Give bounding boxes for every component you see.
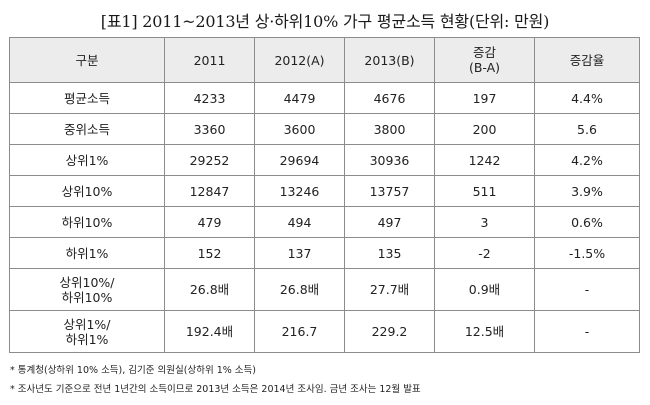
table-title: [표1] 2011~2013년 상·하위10% 가구 평균소득 현황(단위: 만… [100, 12, 550, 31]
table-cell: 479 [164, 206, 255, 238]
table-cell: 1242 [434, 144, 535, 176]
table-cell: 12.5배 [434, 310, 535, 353]
table-cell: 497 [344, 206, 435, 238]
table-cell: 511 [434, 175, 535, 207]
table-row: 중위소득 3360 3600 3800 200 5.6 [9, 113, 640, 145]
row-label: 상위1% [9, 144, 165, 176]
table-cell: -1.5% [534, 237, 640, 269]
table-cell: 5.6 [534, 113, 640, 145]
table-cell: 12847 [164, 175, 255, 207]
table-cell: 3800 [344, 113, 435, 145]
table-cell: 0.9배 [434, 268, 535, 311]
header-cell: 2011 [164, 37, 255, 83]
table-cell: -2 [434, 237, 535, 269]
table-row: 상위10% 12847 13246 13757 511 3.9% [9, 175, 640, 207]
header-cell: 2012(A) [254, 37, 345, 83]
table-row: 하위1% 152 137 135 -2 -1.5% [9, 237, 640, 269]
table-cell: 29252 [164, 144, 255, 176]
income-table: 구분 2011 2012(A) 2013(B) 증감 (B-A) 증감율 평균소… [9, 37, 640, 353]
row-label: 상위10% [9, 175, 165, 207]
table-row: 상위1%/ 하위1% 192.4배 216.7 229.2 12.5배 - [9, 310, 640, 353]
table-header-row: 구분 2011 2012(A) 2013(B) 증감 (B-A) 증감율 [9, 37, 640, 83]
table-cell: 3360 [164, 113, 255, 145]
table-row: 상위1% 29252 29694 30936 1242 4.2% [9, 144, 640, 176]
table-cell: 152 [164, 237, 255, 269]
table-cell: 4233 [164, 82, 255, 114]
table-row: 하위10% 479 494 497 3 0.6% [9, 206, 640, 238]
footnote-survey-note: * 조사년도 기준으로 전년 1년간의 소득이므로 2013년 소득은 2014… [10, 384, 421, 395]
table-cell: 4.2% [534, 144, 640, 176]
table-cell: - [534, 310, 640, 353]
row-label: 하위10% [9, 206, 165, 238]
row-label: 하위1% [9, 237, 165, 269]
table-cell: 192.4배 [164, 310, 255, 353]
header-cell: 2013(B) [344, 37, 435, 83]
table-cell: 4479 [254, 82, 345, 114]
table-cell: 29694 [254, 144, 345, 176]
table-cell: 26.8배 [254, 268, 345, 311]
table-cell: 216.7 [254, 310, 345, 353]
header-cell: 구분 [9, 37, 165, 83]
table-cell: 137 [254, 237, 345, 269]
table-row: 상위10%/ 하위10% 26.8배 26.8배 27.7배 0.9배 - [9, 268, 640, 311]
table-cell: 3600 [254, 113, 345, 145]
table-cell: 27.7배 [344, 268, 435, 311]
table-cell: 3 [434, 206, 535, 238]
table-row: 평균소득 4233 4479 4676 197 4.4% [9, 82, 640, 114]
table-cell: 13246 [254, 175, 345, 207]
table-cell: 26.8배 [164, 268, 255, 311]
header-cell: 증감율 [534, 37, 640, 83]
table-cell: 229.2 [344, 310, 435, 353]
footnote-source: * 통계청(상하위 10% 소득), 김기준 의원실(상하위 1% 소득) [10, 365, 256, 376]
table-cell: 13757 [344, 175, 435, 207]
row-label: 평균소득 [9, 82, 165, 114]
table-cell: 0.6% [534, 206, 640, 238]
table-cell: 494 [254, 206, 345, 238]
table-cell: 3.9% [534, 175, 640, 207]
table-cell: 197 [434, 82, 535, 114]
header-cell: 증감 (B-A) [434, 37, 535, 83]
row-label: 상위1%/ 하위1% [9, 310, 165, 353]
table-cell: 4.4% [534, 82, 640, 114]
table-cell: 135 [344, 237, 435, 269]
row-label: 상위10%/ 하위10% [9, 268, 165, 311]
table-cell: 4676 [344, 82, 435, 114]
table-cell: - [534, 268, 640, 311]
table-cell: 200 [434, 113, 535, 145]
table-cell: 30936 [344, 144, 435, 176]
row-label: 중위소득 [9, 113, 165, 145]
